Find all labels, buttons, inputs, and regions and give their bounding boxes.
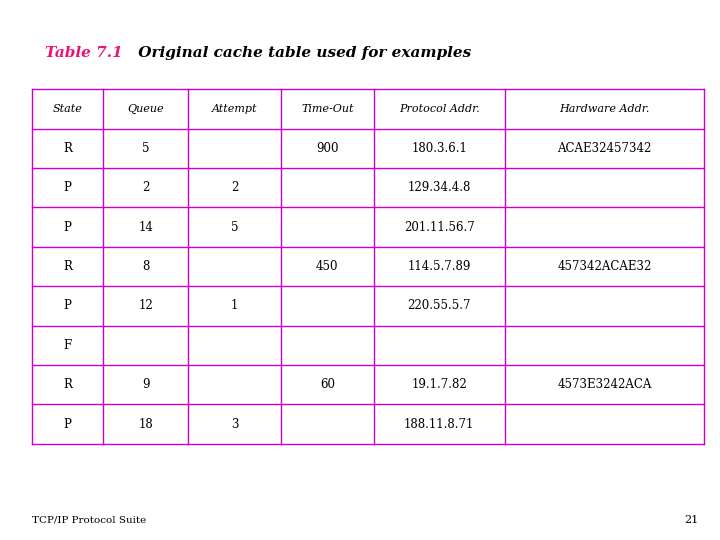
Text: 3: 3 <box>231 417 238 431</box>
Text: 5: 5 <box>142 141 149 155</box>
Text: Hardware Addr.: Hardware Addr. <box>559 104 649 114</box>
Text: 2: 2 <box>231 181 238 194</box>
Text: 14: 14 <box>138 220 153 234</box>
Text: TCP/IP Protocol Suite: TCP/IP Protocol Suite <box>32 516 147 525</box>
Text: 180.3.6.1: 180.3.6.1 <box>411 141 467 155</box>
Text: State: State <box>53 104 83 114</box>
Text: Queue: Queue <box>127 104 164 114</box>
Text: 9: 9 <box>142 378 149 392</box>
Text: 21: 21 <box>684 515 698 525</box>
Text: ACAE32457342: ACAE32457342 <box>557 141 652 155</box>
Text: Time-Out: Time-Out <box>301 104 354 114</box>
Text: 457342ACAE32: 457342ACAE32 <box>557 260 652 273</box>
Text: 19.1.7.82: 19.1.7.82 <box>411 378 467 392</box>
Text: 4573E3242ACA: 4573E3242ACA <box>557 378 652 392</box>
Text: F: F <box>63 339 72 352</box>
Text: 18: 18 <box>138 417 153 431</box>
Text: 188.11.8.71: 188.11.8.71 <box>404 417 474 431</box>
Text: 5: 5 <box>231 220 238 234</box>
Text: R: R <box>63 141 72 155</box>
Text: 900: 900 <box>316 141 338 155</box>
Text: 60: 60 <box>320 378 335 392</box>
Text: 201.11.56.7: 201.11.56.7 <box>404 220 474 234</box>
Text: 129.34.4.8: 129.34.4.8 <box>408 181 471 194</box>
Text: Original cache table used for examples: Original cache table used for examples <box>133 46 472 60</box>
Text: R: R <box>63 260 72 273</box>
Text: P: P <box>64 299 71 313</box>
Text: 2: 2 <box>142 181 149 194</box>
Text: 12: 12 <box>138 299 153 313</box>
Text: P: P <box>64 181 71 194</box>
Text: Protocol Addr.: Protocol Addr. <box>399 104 480 114</box>
Text: 450: 450 <box>316 260 338 273</box>
Text: 114.5.7.89: 114.5.7.89 <box>408 260 471 273</box>
Text: 220.55.5.7: 220.55.5.7 <box>408 299 471 313</box>
Text: 8: 8 <box>142 260 149 273</box>
Text: 1: 1 <box>231 299 238 313</box>
Text: P: P <box>64 220 71 234</box>
Text: Table 7.1: Table 7.1 <box>45 46 122 60</box>
Text: R: R <box>63 378 72 392</box>
Text: Attempt: Attempt <box>212 104 257 114</box>
Text: P: P <box>64 417 71 431</box>
